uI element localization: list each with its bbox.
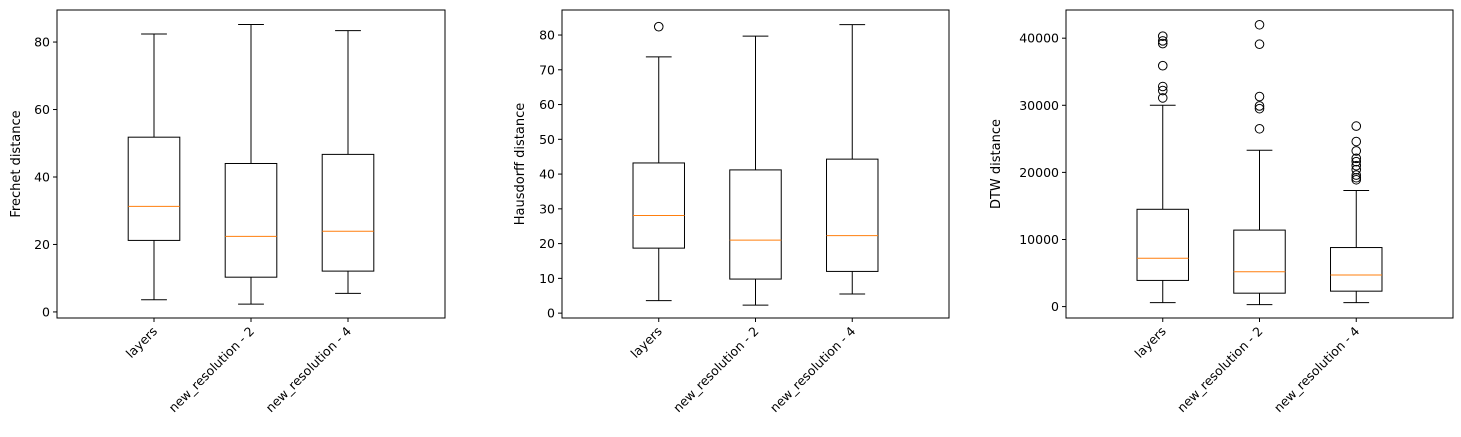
box-2 [321, 30, 375, 294]
box-0 [127, 33, 181, 301]
x-tick-label: layers [1131, 324, 1168, 361]
x-tick-label: new_resolution - 2 [1174, 324, 1266, 416]
y-tick-label: 80 [34, 35, 50, 50]
outlier-point [1351, 121, 1362, 131]
x-tick-label: layers [627, 324, 664, 361]
outlier-point [1254, 19, 1265, 30]
outlier-point [1157, 93, 1168, 103]
outlier-point [1351, 136, 1362, 147]
outlier-point [1254, 103, 1265, 114]
outlier-point [1351, 153, 1362, 164]
box-2 [826, 24, 879, 295]
box-2 [1330, 121, 1383, 304]
box-1 [224, 24, 278, 305]
iqr-box [321, 153, 375, 272]
x-tick-label: new_resolution - 4 [1271, 323, 1363, 415]
x-tick-label: new_resolution - 4 [263, 323, 355, 415]
y-axis-label: Frechet distance [9, 110, 24, 217]
y-tick-label: 10 [539, 271, 555, 286]
y-axis-label: DTW distance [989, 119, 1004, 209]
iqr-box [224, 162, 278, 278]
y-tick-label: 50 [539, 132, 555, 147]
outlier-point [1157, 38, 1168, 49]
y-tick-label: 70 [539, 62, 555, 77]
outlier-point [1254, 91, 1265, 102]
y-tick-label: 0 [42, 304, 50, 319]
outlier-point [1157, 85, 1168, 96]
outlier-point [653, 21, 664, 32]
y-tick-label: 40 [34, 169, 50, 184]
box-1 [1233, 19, 1286, 306]
y-tick-label: 40 [539, 167, 555, 182]
outlier-point [1254, 101, 1265, 111]
y-tick-label: 80 [539, 28, 555, 43]
outlier-point [1351, 146, 1362, 156]
outlier-point [1157, 36, 1168, 46]
y-tick-label: 30 [539, 201, 555, 216]
box-0 [632, 21, 685, 302]
outlier-point [1157, 60, 1168, 71]
outlier-point [1351, 170, 1362, 180]
iqr-box [729, 169, 782, 280]
y-tick-label: 20 [539, 236, 555, 251]
x-tick-label: layers [123, 324, 160, 361]
iqr-box [127, 136, 181, 241]
iqr-box [1136, 208, 1189, 281]
iqr-box [826, 158, 879, 272]
x-tick-label: new_resolution - 2 [670, 324, 762, 416]
iqr-box [632, 162, 685, 249]
y-tick-label: 60 [34, 102, 50, 117]
x-tick-label: new_resolution - 4 [767, 323, 859, 415]
box-0 [1136, 31, 1189, 304]
iqr-box [1233, 229, 1286, 294]
dtw-boxplot-panel: DTW distance 0 10000 20000 30000 40000 layers… [989, 9, 1454, 416]
outlier-point [1254, 39, 1265, 50]
outlier-point [1157, 81, 1168, 92]
y-axis-label: Hausdorff distance [513, 103, 528, 225]
hausdorff-boxplot-panel: Hausdorff distance 0 10 20 30 40 50 60 70 80 laye… [513, 9, 950, 416]
box-1 [729, 35, 782, 306]
y-tick-label: 20 [34, 237, 50, 252]
outlier-point [1351, 160, 1362, 171]
outlier-point [1351, 164, 1362, 175]
outlier-point [1351, 156, 1362, 167]
iqr-box [1330, 247, 1383, 292]
y-tick-label: 10000 [1019, 232, 1059, 247]
y-tick-label: 40000 [1019, 31, 1059, 46]
y-tick-label: 0 [1051, 299, 1059, 314]
y-tick-label: 30000 [1019, 98, 1059, 113]
outlier-point [1157, 31, 1168, 41]
y-tick-label: 20000 [1019, 165, 1059, 180]
y-tick-label: 0 [547, 306, 555, 321]
x-tick-label: new_resolution - 2 [166, 324, 258, 416]
outlier-point [1351, 172, 1362, 183]
outlier-point [1254, 123, 1265, 134]
y-tick-label: 60 [539, 97, 555, 112]
